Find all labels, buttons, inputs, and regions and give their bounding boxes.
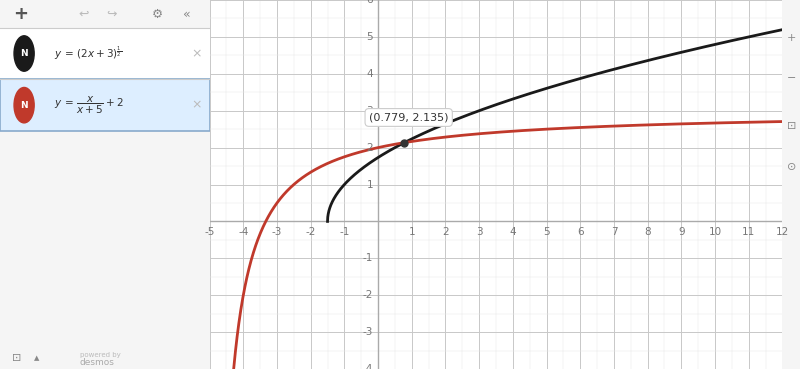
Text: −: − <box>786 73 796 83</box>
Text: -4: -4 <box>362 364 373 369</box>
Text: 3: 3 <box>476 227 482 237</box>
Text: 7: 7 <box>610 227 618 237</box>
Text: ⊡: ⊡ <box>786 121 796 131</box>
Text: ↪: ↪ <box>106 7 116 21</box>
Text: $y\,=\,(2x+3)^{\frac{1}{2}}$: $y\,=\,(2x+3)^{\frac{1}{2}}$ <box>54 45 122 62</box>
Text: ⚙: ⚙ <box>151 7 163 21</box>
Text: 10: 10 <box>709 227 722 237</box>
Text: 8: 8 <box>644 227 651 237</box>
Text: 2: 2 <box>442 227 449 237</box>
Text: 6: 6 <box>577 227 583 237</box>
Text: 5: 5 <box>543 227 550 237</box>
Text: 1: 1 <box>366 179 373 190</box>
Text: ×: × <box>192 47 202 60</box>
Text: -3: -3 <box>362 327 373 337</box>
Text: 5: 5 <box>366 32 373 42</box>
Text: 9: 9 <box>678 227 685 237</box>
Text: ×: × <box>192 99 202 112</box>
Text: 11: 11 <box>742 227 755 237</box>
Text: ▲: ▲ <box>34 355 39 361</box>
Circle shape <box>14 36 34 71</box>
Text: -1: -1 <box>362 253 373 263</box>
Text: 4: 4 <box>510 227 516 237</box>
Text: powered by: powered by <box>80 352 120 358</box>
Text: (0.779, 2.135): (0.779, 2.135) <box>369 113 449 123</box>
Text: ⊡: ⊡ <box>12 353 22 363</box>
Text: N: N <box>20 101 28 110</box>
Text: +: + <box>14 5 29 23</box>
Text: -2: -2 <box>362 290 373 300</box>
Text: -4: -4 <box>238 227 249 237</box>
Text: 6: 6 <box>366 0 373 5</box>
Text: desmos: desmos <box>80 358 114 367</box>
Text: -1: -1 <box>339 227 350 237</box>
Text: -5: -5 <box>205 227 214 237</box>
Text: «: « <box>182 7 190 21</box>
Text: -3: -3 <box>272 227 282 237</box>
Text: 12: 12 <box>776 227 789 237</box>
Text: 4: 4 <box>366 69 373 79</box>
Text: $y\,=\,\dfrac{x}{x+5}+2$: $y\,=\,\dfrac{x}{x+5}+2$ <box>54 94 124 116</box>
FancyBboxPatch shape <box>0 28 210 79</box>
Text: ↩: ↩ <box>78 7 89 21</box>
Text: 1: 1 <box>409 227 415 237</box>
Text: N: N <box>20 49 28 58</box>
Text: 3: 3 <box>366 106 373 116</box>
Text: -2: -2 <box>306 227 316 237</box>
Text: 2: 2 <box>366 142 373 153</box>
Circle shape <box>14 87 34 123</box>
Text: +: + <box>786 32 796 43</box>
FancyBboxPatch shape <box>0 79 210 131</box>
Text: ⊙: ⊙ <box>786 162 796 172</box>
